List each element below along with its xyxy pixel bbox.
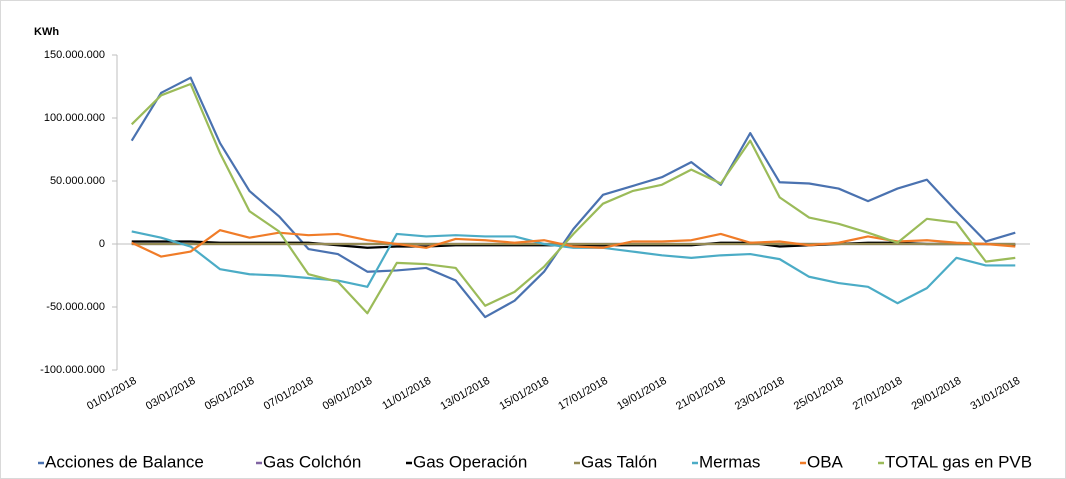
legend-label: Gas Talón <box>581 452 657 471</box>
y-axis-label: KWh <box>34 26 59 38</box>
y-tick-label: 100.000.000 <box>44 112 105 124</box>
legend-label: Gas Colchón <box>263 452 361 471</box>
line-series <box>131 230 1016 305</box>
line-series <box>131 240 1016 249</box>
legend-label: Gas Operación <box>413 452 527 471</box>
legend-label: OBA <box>807 452 844 471</box>
y-tick-label: 0 <box>99 238 105 250</box>
legend-label: Mermas <box>699 452 760 471</box>
y-tick-label: -100.000.000 <box>40 364 105 376</box>
legend-label: TOTAL gas en PVB <box>885 452 1032 471</box>
y-tick-label: 150.000.000 <box>44 49 105 61</box>
legend-label: Acciones de Balance <box>45 452 204 471</box>
line-series <box>130 82 1016 315</box>
y-tick-label: 50.000.000 <box>50 175 105 187</box>
legend: Acciones de Balance Gas Colchón Gas Operac… <box>38 452 1032 471</box>
y-tick-label: -50.000.000 <box>46 301 105 313</box>
line-series <box>130 76 1016 319</box>
